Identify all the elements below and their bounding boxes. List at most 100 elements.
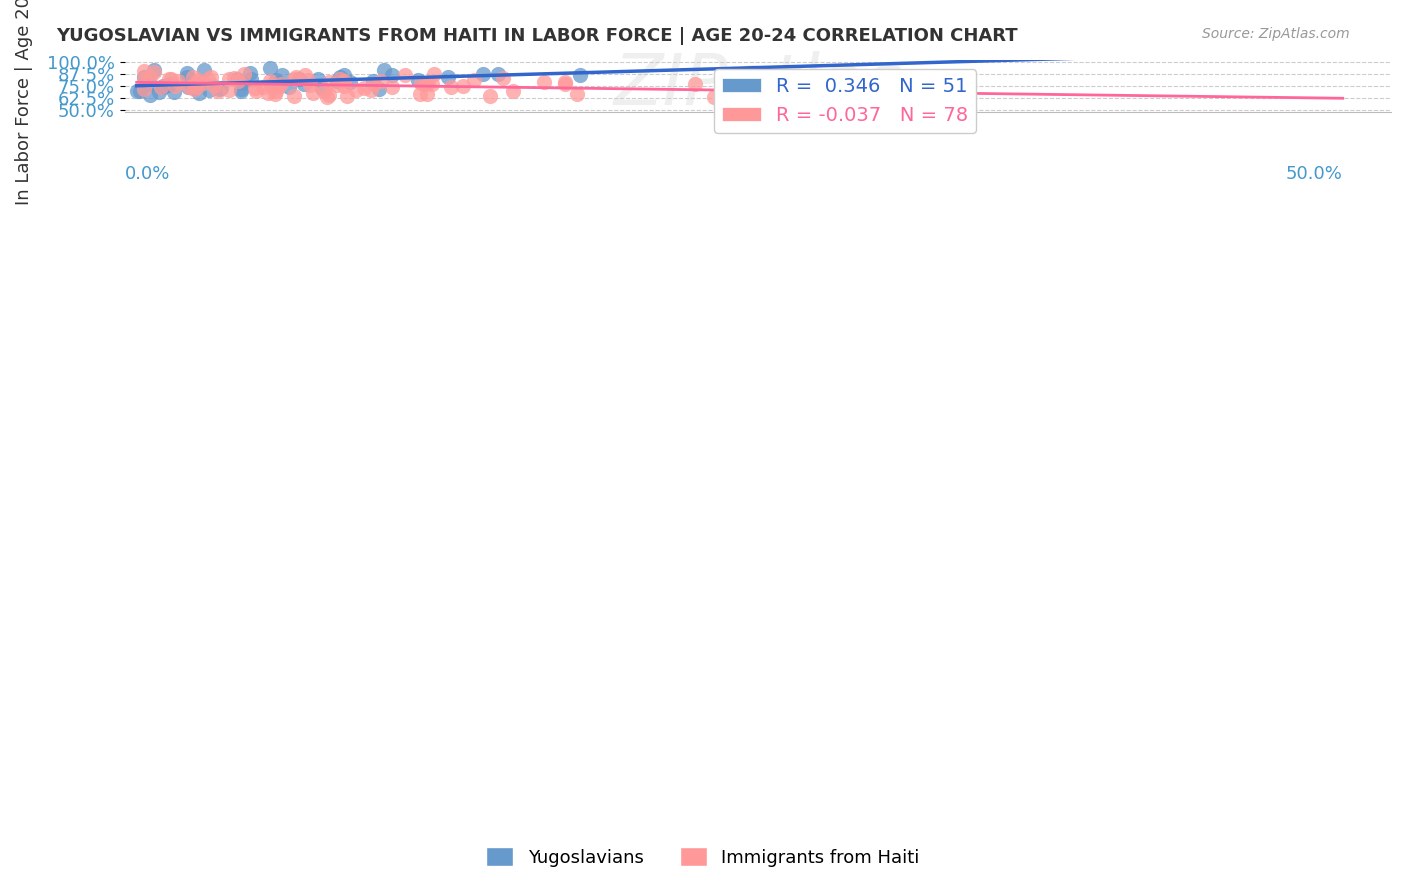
Point xyxy=(229,82,252,96)
Point xyxy=(502,84,524,98)
Point xyxy=(326,78,349,92)
Point xyxy=(240,71,263,86)
Point xyxy=(193,62,215,77)
Point xyxy=(413,77,436,91)
Point xyxy=(298,78,321,93)
Point xyxy=(193,75,215,89)
Point xyxy=(440,80,463,95)
Point xyxy=(318,75,340,89)
Text: 50.0%: 50.0% xyxy=(1286,165,1343,184)
Point xyxy=(239,65,262,79)
Point xyxy=(148,85,170,99)
Point xyxy=(200,70,222,85)
Point xyxy=(463,73,485,87)
Point xyxy=(363,74,385,88)
Point xyxy=(451,78,474,93)
Point xyxy=(472,67,495,81)
Point xyxy=(333,73,356,87)
Point xyxy=(152,79,174,94)
Point xyxy=(373,63,395,78)
Point xyxy=(269,76,291,90)
Point xyxy=(406,72,429,87)
Point xyxy=(143,63,166,78)
Point xyxy=(478,89,501,103)
Point xyxy=(176,66,198,80)
Point xyxy=(256,86,278,100)
Point xyxy=(259,61,281,75)
Point xyxy=(420,77,443,91)
Point xyxy=(157,78,180,92)
Point xyxy=(260,78,283,92)
Point xyxy=(683,77,706,91)
Point xyxy=(162,85,184,99)
Point xyxy=(225,72,247,87)
Text: ZIPatlas: ZIPatlas xyxy=(613,52,903,120)
Point xyxy=(394,68,416,82)
Point xyxy=(332,78,354,93)
Point xyxy=(198,83,221,97)
Point xyxy=(416,76,439,90)
Point xyxy=(297,73,319,87)
Point xyxy=(152,78,174,93)
Point xyxy=(208,81,231,95)
Point xyxy=(411,76,433,90)
Point xyxy=(187,73,209,87)
Point xyxy=(245,84,267,98)
Text: Source: ZipAtlas.com: Source: ZipAtlas.com xyxy=(1202,27,1350,41)
Point xyxy=(288,72,311,87)
Point xyxy=(554,75,576,89)
Point xyxy=(259,73,281,87)
Point xyxy=(533,75,555,89)
Point xyxy=(277,79,299,94)
Point xyxy=(132,70,155,84)
Point xyxy=(177,79,200,94)
Y-axis label: In Labor Force | Age 20-24: In Labor Force | Age 20-24 xyxy=(15,0,32,205)
Point xyxy=(232,76,254,90)
Point xyxy=(188,86,211,100)
Point xyxy=(554,77,576,91)
Point xyxy=(218,83,240,97)
Point xyxy=(312,84,335,98)
Point xyxy=(183,81,205,95)
Point xyxy=(329,71,352,86)
Point xyxy=(229,84,252,98)
Point xyxy=(486,67,509,81)
Point xyxy=(307,71,329,86)
Point xyxy=(267,80,290,95)
Point xyxy=(329,70,352,84)
Point xyxy=(197,72,219,87)
Point xyxy=(284,70,307,85)
Point xyxy=(183,70,205,84)
Point xyxy=(181,77,204,91)
Point xyxy=(363,78,385,92)
Point xyxy=(565,87,588,102)
Text: 0.0%: 0.0% xyxy=(125,165,170,184)
Point xyxy=(423,67,446,81)
Point xyxy=(186,80,208,95)
Point xyxy=(292,78,315,92)
Point xyxy=(245,80,267,95)
Point xyxy=(263,87,285,102)
Point xyxy=(184,76,207,90)
Point xyxy=(207,84,229,98)
Point xyxy=(139,70,162,84)
Point xyxy=(157,77,180,91)
Point xyxy=(149,79,172,94)
Point xyxy=(283,89,305,103)
Point xyxy=(360,83,382,97)
Point xyxy=(209,80,232,95)
Point xyxy=(176,70,198,84)
Point xyxy=(416,87,439,101)
Point xyxy=(437,70,460,84)
Legend: R =  0.346   N = 51, R = -0.037   N = 78: R = 0.346 N = 51, R = -0.037 N = 78 xyxy=(714,70,976,133)
Point xyxy=(127,84,149,98)
Point xyxy=(167,74,190,88)
Point xyxy=(336,88,359,103)
Point xyxy=(142,65,165,79)
Point xyxy=(263,78,285,93)
Point xyxy=(339,75,361,89)
Point xyxy=(132,82,155,96)
Point xyxy=(270,77,292,91)
Point xyxy=(222,71,245,86)
Point xyxy=(344,83,367,97)
